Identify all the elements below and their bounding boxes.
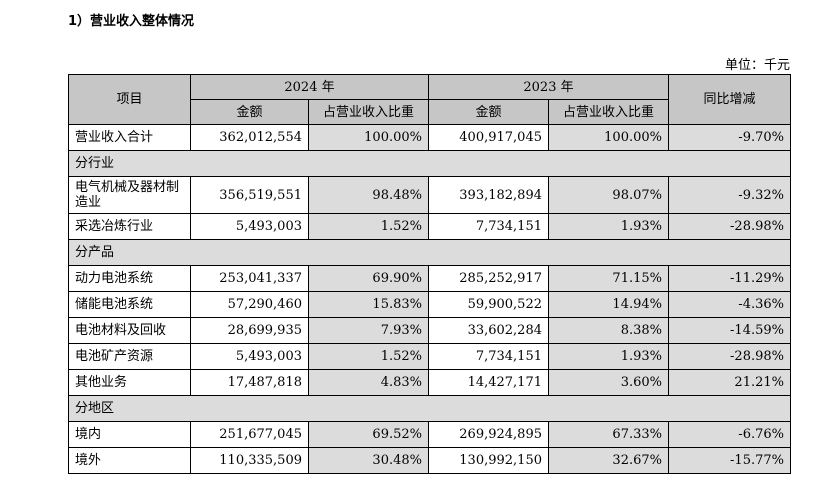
ratio-2024: 1.52% [308,343,429,370]
amount-2023: 59,900,522 [428,291,549,318]
yoy-change: -15.77% [668,447,791,474]
ratio-2023: 1.93% [548,213,669,240]
ratio-2024: 98.48% [308,176,429,214]
amount-2024: 362,012,554 [190,124,309,151]
section-label-industry: 分行业 [68,150,791,177]
amount-2023: 7,734,151 [428,213,549,240]
row-label: 境外 [68,447,191,474]
row-label: 动力电池系统 [68,265,191,292]
section-heading: 1）营业收入整体情况 [68,14,195,29]
header-amount-2023: 金额 [428,99,549,125]
table-row: 电气机械及器材制造业 356,519,551 98.48% 393,182,89… [68,176,791,214]
yoy-change: -6.76% [668,421,791,448]
amount-2023: 400,917,045 [428,124,549,151]
header-ratio-2023: 占营业收入比重 [548,99,669,125]
header-row-years: 项目 2024 年 2023 年 同比增减 [68,74,791,125]
ratio-2023: 98.07% [548,176,669,214]
ratio-2023: 1.93% [548,343,669,370]
amount-2023: 7,734,151 [428,343,549,370]
row-label: 电池材料及回收 [68,317,191,344]
row-label: 电池矿产资源 [68,343,191,370]
revenue-table: 项目 2024 年 2023 年 同比增减 金额 占营业收入比重 金额 占营业收… [68,74,791,474]
ratio-2024: 4.83% [308,369,429,396]
header-amount-2024: 金额 [190,99,309,125]
amount-2024: 5,493,003 [190,343,309,370]
ratio-2023: 71.15% [548,265,669,292]
table-row: 境内 251,677,045 69.52% 269,924,895 67.33%… [68,421,791,448]
row-label: 电气机械及器材制造业 [68,176,191,214]
section-row: 分行业 [68,150,791,177]
yoy-change: 21.21% [668,369,791,396]
section-label-region: 分地区 [68,395,791,422]
amount-2023: 269,924,895 [428,421,549,448]
table-row: 储能电池系统 57,290,460 15.83% 59,900,522 14.9… [68,291,791,318]
ratio-2023: 8.38% [548,317,669,344]
ratio-2023: 32.67% [548,447,669,474]
amount-2024: 356,519,551 [190,176,309,214]
amount-2023: 130,992,150 [428,447,549,474]
row-label: 储能电池系统 [68,291,191,318]
row-label: 其他业务 [68,369,191,396]
ratio-2023: 3.60% [548,369,669,396]
amount-2023: 393,182,894 [428,176,549,214]
table-row: 其他业务 17,487,818 4.83% 14,427,171 3.60% 2… [68,369,791,396]
ratio-2024: 7.93% [308,317,429,344]
unit-label: 单位：千元 [724,58,790,73]
section-label-product: 分产品 [68,239,791,266]
amount-2024: 57,290,460 [190,291,309,318]
row-label: 境内 [68,421,191,448]
amount-2024: 253,041,337 [190,265,309,292]
yoy-change: -9.70% [668,124,791,151]
amount-2024: 28,699,935 [190,317,309,344]
header-ratio-2024: 占营业收入比重 [308,99,429,125]
amount-2023: 33,602,284 [428,317,549,344]
row-label: 采选冶炼行业 [68,213,191,240]
amount-2024: 110,335,509 [190,447,309,474]
header-row-columns: 金额 占营业收入比重 金额 占营业收入比重 [69,99,791,125]
yoy-change: -14.59% [668,317,791,344]
yoy-change: -9.32% [668,176,791,214]
ratio-2023: 100.00% [548,124,669,151]
table-row: 电池矿产资源 5,493,003 1.52% 7,734,151 1.93% -… [68,343,791,370]
ratio-2024: 69.90% [308,265,429,292]
row-label: 营业收入合计 [68,124,191,151]
amount-2023: 285,252,917 [428,265,549,292]
ratio-2023: 14.94% [548,291,669,318]
header-item: 项目 [68,74,191,125]
ratio-2024: 1.52% [308,213,429,240]
section-row: 分产品 [68,239,791,266]
yoy-change: -28.98% [668,343,791,370]
amount-2024: 251,677,045 [190,421,309,448]
ratio-2024: 100.00% [308,124,429,151]
table-row: 采选冶炼行业 5,493,003 1.52% 7,734,151 1.93% -… [68,213,791,240]
table-row: 电池材料及回收 28,699,935 7.93% 33,602,284 8.38… [68,317,791,344]
header-year-2023: 2023 年 [428,74,669,100]
ratio-2024: 30.48% [308,447,429,474]
table-row: 营业收入合计 362,012,554 100.00% 400,917,045 1… [68,124,791,151]
section-row: 分地区 [68,395,791,422]
yoy-change: -28.98% [668,213,791,240]
header-year-2024: 2024 年 [190,74,429,100]
amount-2023: 14,427,171 [428,369,549,396]
yoy-change: -4.36% [668,291,791,318]
ratio-2024: 15.83% [308,291,429,318]
yoy-change: -11.29% [668,265,791,292]
table-row: 境外 110,335,509 30.48% 130,992,150 32.67%… [68,447,791,474]
ratio-2023: 67.33% [548,421,669,448]
amount-2024: 17,487,818 [190,369,309,396]
ratio-2024: 69.52% [308,421,429,448]
amount-2024: 5,493,003 [190,213,309,240]
table-row: 动力电池系统 253,041,337 69.90% 285,252,917 71… [68,265,791,292]
header-yoy: 同比增减 [668,74,791,125]
